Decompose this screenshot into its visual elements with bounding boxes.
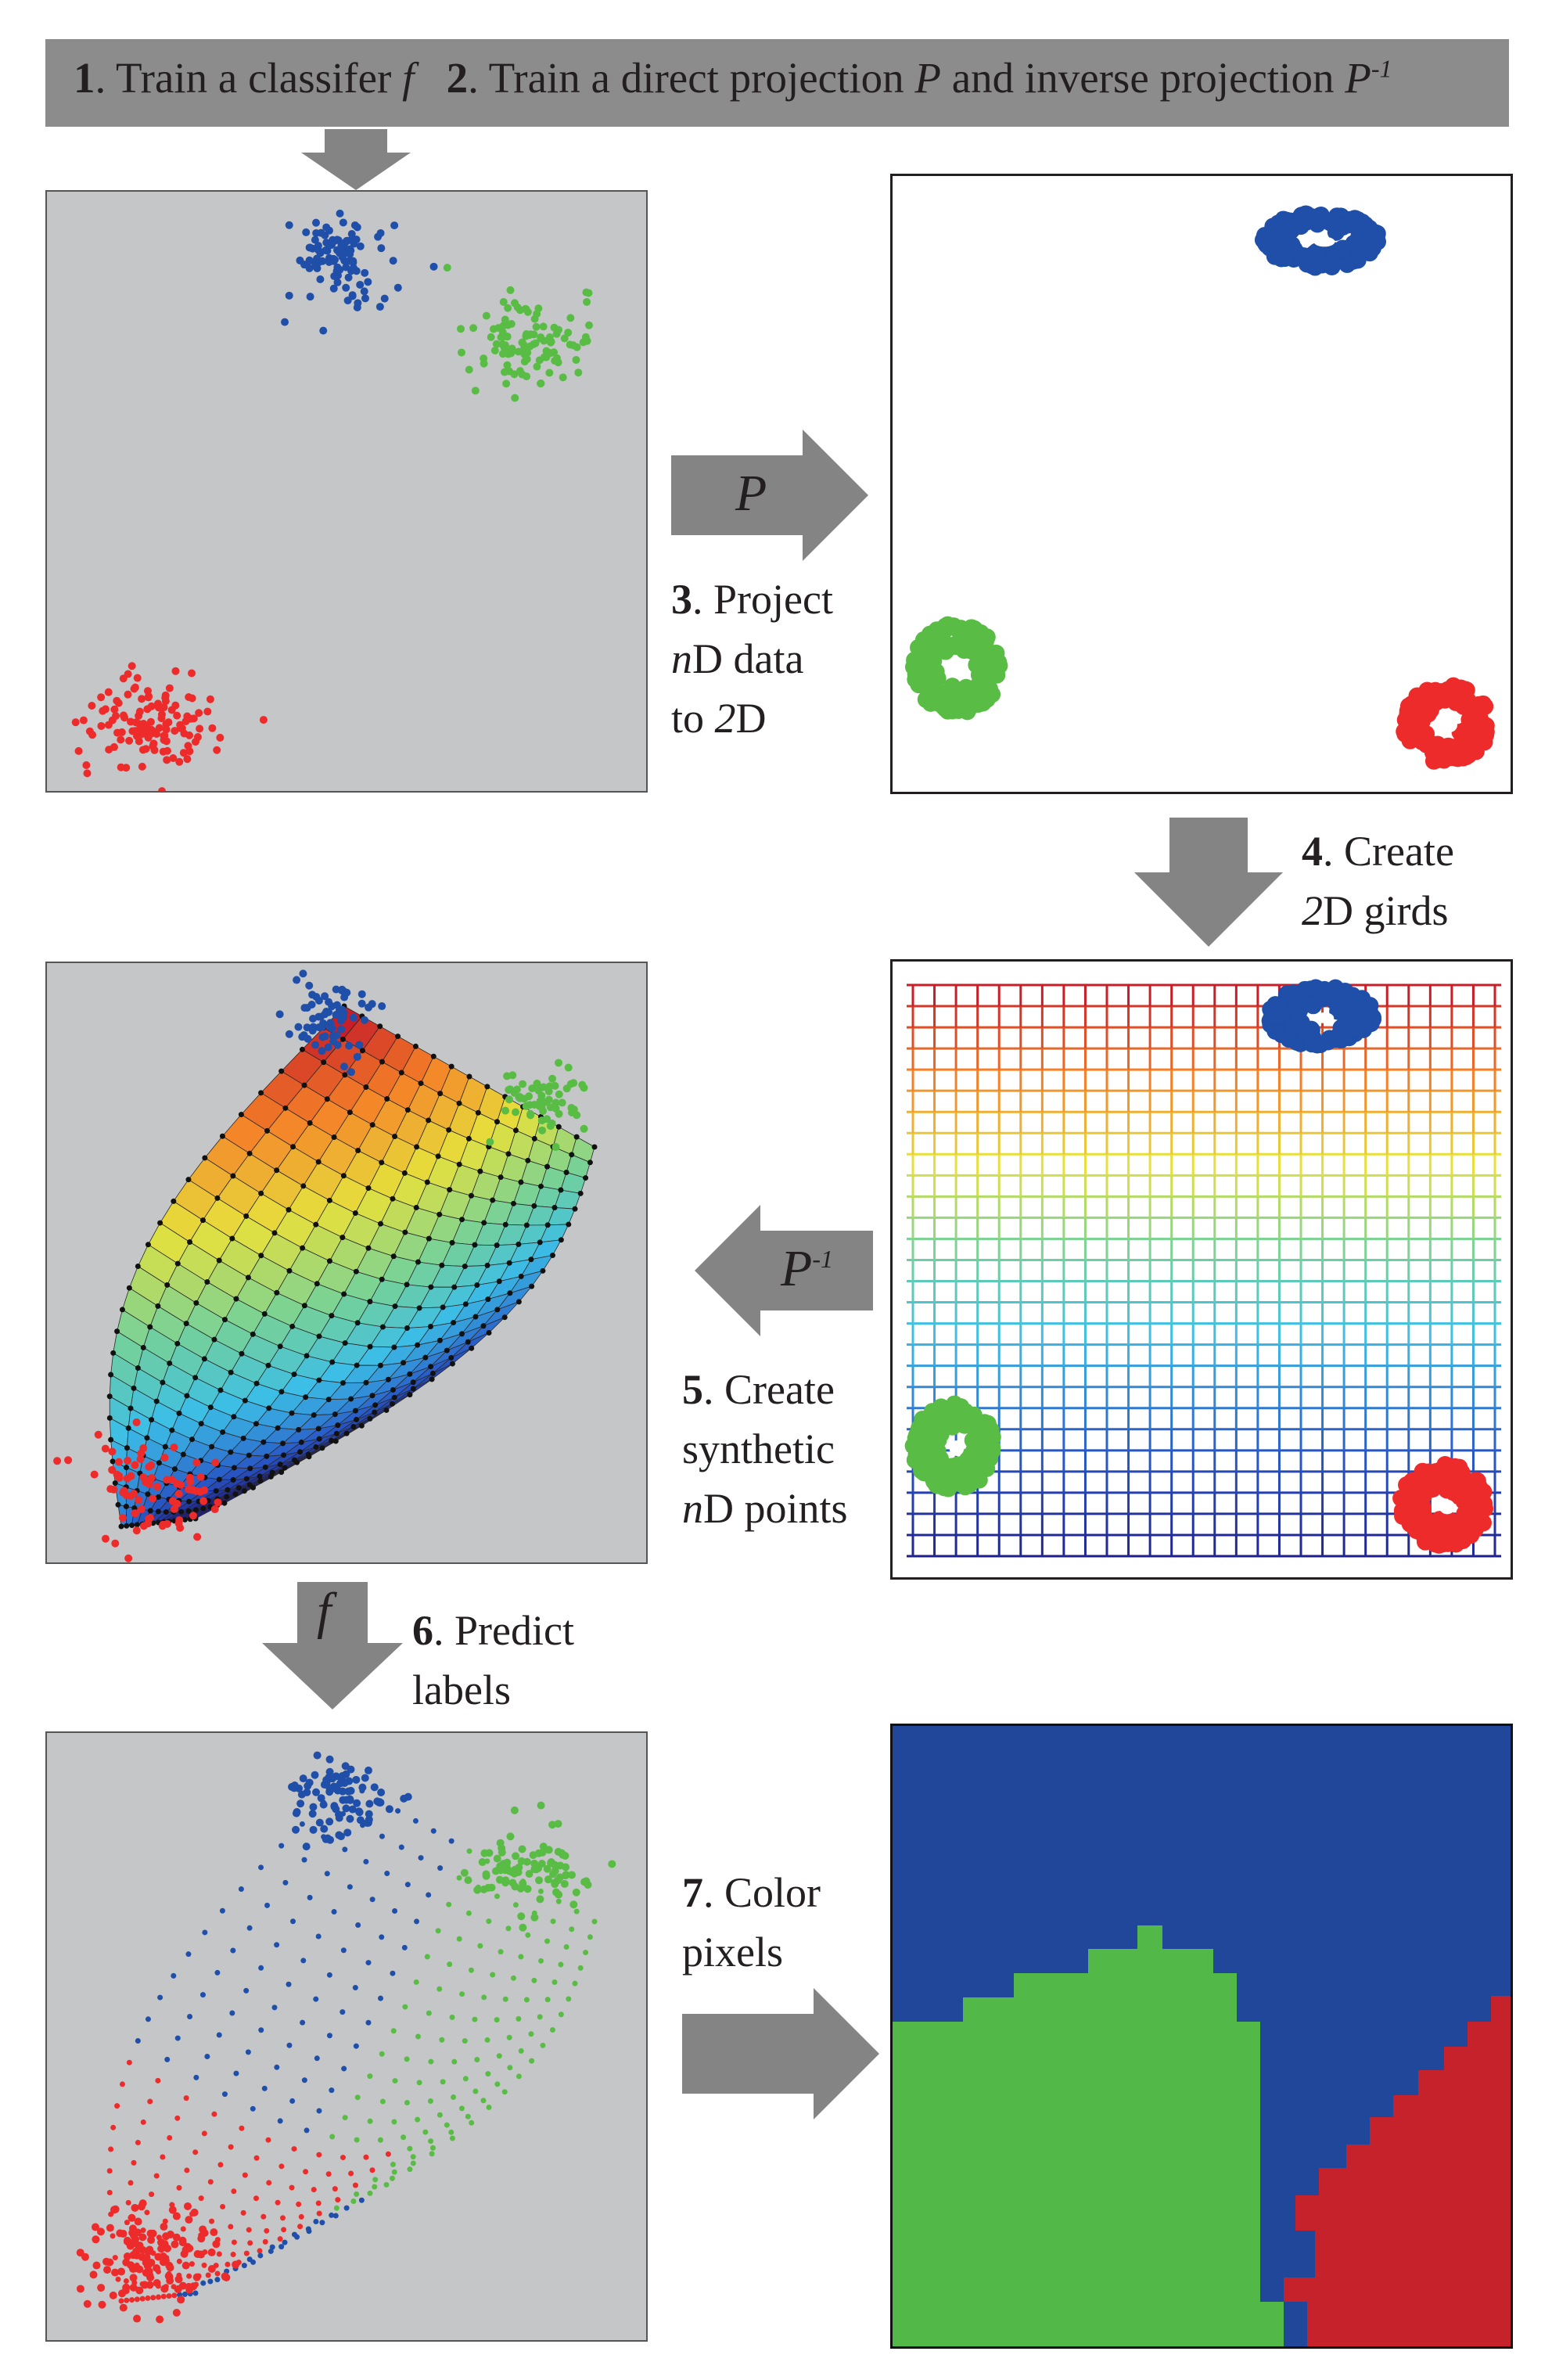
step3-line1: . Project — [692, 576, 833, 623]
green-projected-cluster — [904, 616, 1008, 721]
step5-line2: synthetic — [682, 1425, 835, 1472]
blue-projected-cluster — [1254, 205, 1386, 276]
inverse-projection-symbol: P — [1345, 54, 1371, 102]
step5-line3: D points — [703, 1485, 848, 1532]
step1-number: 1 — [74, 54, 95, 102]
step4-line1: . Create — [1323, 828, 1454, 875]
synthetic-points — [106, 1003, 598, 1530]
grid-lines — [907, 983, 1501, 1558]
step7-number: 7 — [682, 1869, 703, 1916]
projection-arrow-label: P — [735, 465, 767, 522]
red-grid-cluster — [1392, 1456, 1493, 1554]
blue-cluster-pred — [288, 1751, 412, 1851]
step7-line2: pixels — [682, 1929, 783, 1976]
title-banner: 1. Train a classifer f 2. Train a direct… — [45, 39, 1509, 127]
projection-panel — [890, 174, 1513, 794]
inverse-superscript: -1 — [1371, 54, 1392, 83]
step2-number: 2 — [446, 54, 469, 102]
grid-plot — [904, 979, 1501, 1558]
step5-n: n — [682, 1485, 703, 1532]
step3-text: 3. Project nD data to 2D — [671, 570, 833, 748]
step6-line2: labels — [412, 1666, 511, 1713]
red-cluster-pred — [76, 2199, 240, 2324]
step3-number: 3 — [671, 576, 692, 623]
blue-grid-cluster — [1261, 979, 1382, 1054]
surface-panel — [45, 962, 648, 1564]
predicted-labels-scatter — [76, 1751, 616, 2324]
step3-n: n — [671, 635, 692, 682]
blue-cluster — [281, 209, 438, 335]
step6-number: 6 — [412, 1607, 433, 1654]
projection-symbol: P — [914, 54, 941, 102]
step4-line2: D girds — [1323, 887, 1449, 934]
predicted-points — [106, 1778, 598, 2304]
step6-text: 6. Predict labels — [412, 1601, 574, 1720]
green-region — [893, 1925, 1284, 2346]
step6-line1: . Predict — [433, 1607, 574, 1654]
step7-text: 7. Color pixels — [682, 1863, 821, 1982]
step7-line1: . Color — [703, 1869, 821, 1916]
green-cluster-surface — [486, 1059, 588, 1152]
step3-line3a: to — [671, 695, 715, 742]
step2-mid: and inverse projection — [941, 54, 1345, 102]
green-cluster-pred — [460, 1801, 616, 1932]
step3-line3b: D — [735, 695, 767, 742]
decision-map-panel — [890, 1724, 1513, 2349]
inverse-projection-arrow: P-1 — [695, 1205, 873, 1336]
green-grid-cluster — [904, 1395, 1001, 1497]
blue-cluster-surface — [275, 969, 386, 1077]
classifier-symbol: f — [402, 54, 415, 102]
red-projected-cluster — [1396, 677, 1495, 770]
predicted-labels-panel — [45, 1731, 648, 2342]
grid-arrow — [1134, 818, 1283, 947]
decision-map — [893, 1726, 1511, 2346]
step5-text: 5. Create synthetic nD points — [682, 1360, 848, 1538]
projection-arrow: P — [671, 430, 868, 561]
step4-number: 4 — [1302, 828, 1323, 875]
step5-number: 5 — [682, 1366, 703, 1413]
classifier-arrow-label: f — [317, 1583, 332, 1640]
color-pixels-arrow — [682, 1988, 879, 2119]
inverse-arrow-symbol: P — [781, 1240, 813, 1297]
step4-2: 2 — [1302, 887, 1323, 934]
grid-panel — [890, 959, 1513, 1580]
step5-line1: . Create — [703, 1366, 835, 1413]
inverse-arrow-label: P-1 — [781, 1239, 833, 1299]
inverse-surface-plot — [53, 969, 598, 1562]
nd-data-panel — [45, 190, 648, 793]
green-cluster — [443, 264, 594, 402]
red-cluster — [71, 662, 268, 791]
red-region — [1284, 1996, 1511, 2346]
classifier-arrow: f — [262, 1582, 403, 1710]
step2-label: . Train a direct projection — [468, 54, 915, 102]
inverse-arrow-superscript: -1 — [812, 1245, 833, 1273]
banner-text: 1. Train a classifer f 2. Train a direct… — [74, 53, 1392, 102]
red-cluster-surface — [53, 1418, 222, 1562]
projection-scatter — [904, 205, 1495, 770]
step4-text: 4. Create 2D girds — [1302, 821, 1454, 940]
down-arrow-banner — [301, 129, 411, 190]
step3-2: 2 — [714, 695, 736, 742]
step1-label: . Train a classifer — [95, 54, 403, 102]
nd-data-scatter — [71, 209, 594, 791]
step3-line2: D data — [692, 635, 804, 682]
